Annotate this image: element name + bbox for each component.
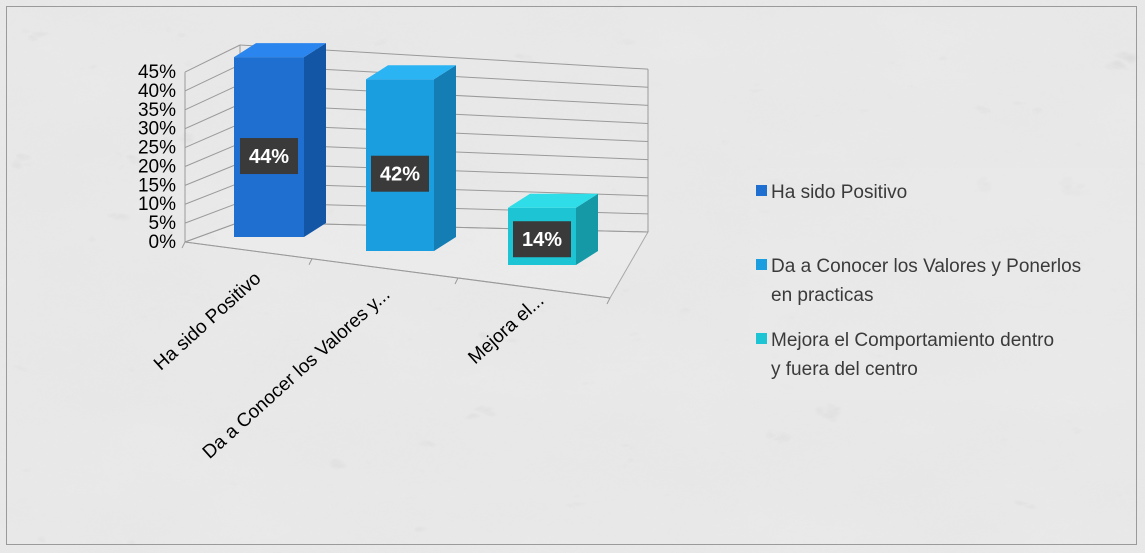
legend-label: Mejora el Comportamiento dentro — [771, 330, 1054, 351]
legend-box — [750, 168, 1138, 400]
legend-entry-3: Mejora el Comportamiento dentro y fuera d… — [756, 330, 1054, 380]
x-tick-label: Mejora el... — [464, 290, 548, 368]
data-label-2: 42% — [371, 155, 429, 192]
x-axis-line — [184, 241, 611, 299]
x-tick — [181, 241, 186, 249]
gridline-side — [184, 201, 241, 224]
bar-top-face — [366, 65, 456, 80]
gridline-side — [184, 64, 241, 92]
gridline-side — [184, 162, 241, 186]
legend-label: Da a Conocer los Valores y Ponerlos — [771, 256, 1081, 277]
bar-side-face — [434, 65, 456, 252]
bar-top-face — [508, 193, 598, 208]
data-label-box — [240, 138, 298, 175]
legend-label: en practicas — [771, 285, 873, 306]
y-tick-label: 25% — [138, 138, 176, 159]
gridline-side — [184, 83, 241, 111]
x-tick — [454, 277, 459, 285]
y-tick-label: 5% — [149, 213, 177, 234]
gridline-side — [184, 123, 241, 149]
data-label-3: 14% — [513, 221, 571, 258]
data-label-box — [513, 221, 571, 258]
bar-side-face — [576, 193, 598, 265]
y-tick-label: 40% — [138, 81, 176, 102]
data-label-1: 44% — [240, 138, 298, 175]
legend-entry-2: Da a Conocer los Valores y Ponerlos en pr… — [756, 256, 1081, 306]
bar-top-face — [234, 43, 326, 58]
y-tick-label: 30% — [138, 119, 176, 140]
data-label-text: 42% — [380, 164, 420, 186]
chart-legend: Ha sido Positivo Da a Conocer los Valores… — [750, 168, 1138, 400]
y-tick-label: 0% — [149, 232, 177, 253]
gridline-side — [184, 142, 241, 167]
x-tick — [308, 258, 313, 265]
gridline-side — [184, 44, 241, 73]
data-label-text: 14% — [522, 229, 562, 251]
y-tick-label: 35% — [138, 100, 176, 121]
y-tick-label: 10% — [138, 194, 176, 215]
bar-side-face — [304, 43, 326, 237]
legend-swatch — [756, 185, 767, 196]
gridline-side — [184, 182, 241, 205]
data-label-box — [371, 155, 429, 192]
x-tick-label: Ha sido Positivo — [150, 268, 265, 375]
gridline-side — [184, 221, 241, 243]
legend-label: Ha sido Positivo — [771, 182, 907, 203]
y-tick-label: 20% — [138, 156, 176, 177]
legend-swatch — [756, 333, 767, 344]
legend-entry-1: Ha sido Positivo — [756, 182, 907, 203]
legend-label: y fuera del centro — [771, 359, 918, 380]
x-tick — [606, 297, 611, 305]
legend-swatch — [756, 259, 767, 270]
gridline-side — [184, 103, 241, 130]
y-tick-label: 45% — [138, 62, 176, 83]
data-label-text: 44% — [249, 146, 289, 168]
y-tick-label: 15% — [138, 175, 176, 196]
